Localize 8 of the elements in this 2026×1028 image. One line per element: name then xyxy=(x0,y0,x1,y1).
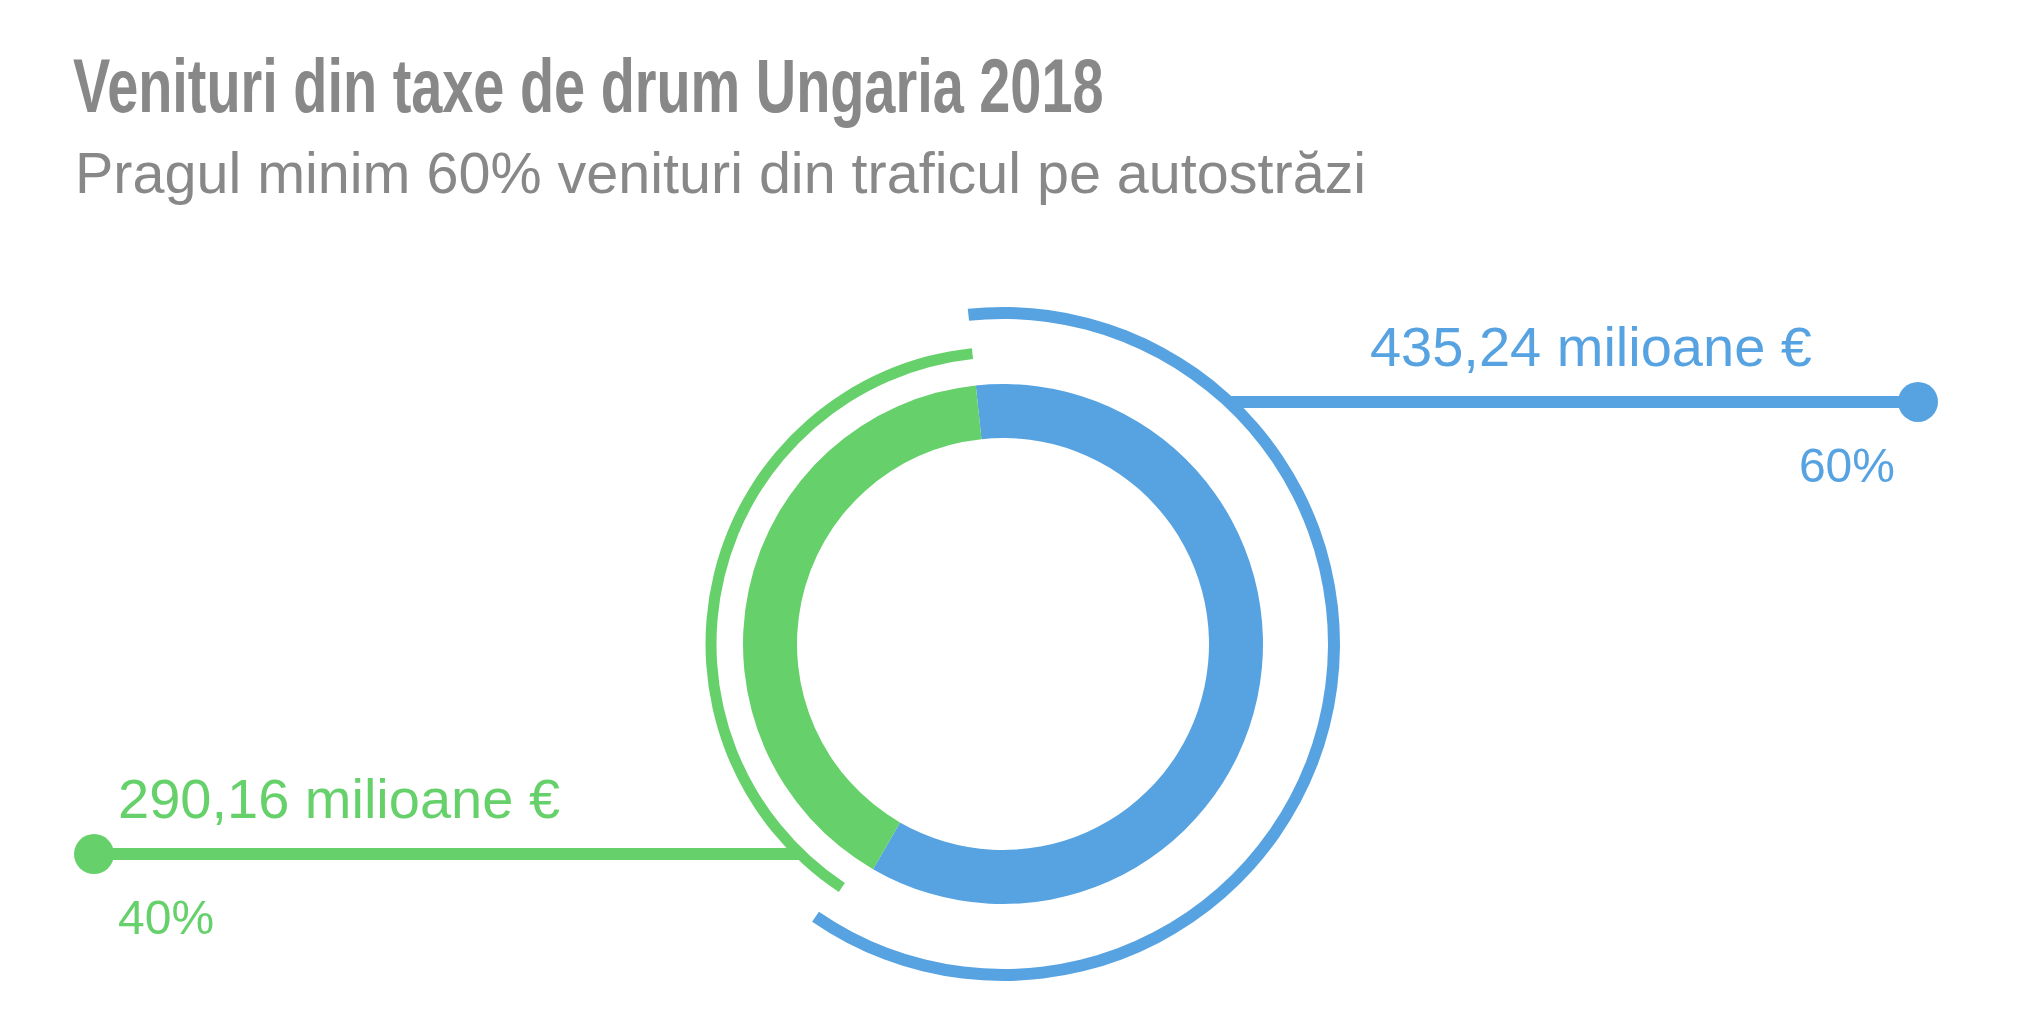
text: 40% xyxy=(118,891,215,945)
data-label: 435,24 milioane € xyxy=(1369,314,1812,378)
donut-slice xyxy=(743,385,982,870)
text: 60% xyxy=(1798,438,1895,492)
chart-title: Venituri din taxe de drum Ungaria 2018 xyxy=(73,43,1104,128)
chart-subtitle: Pragul minim 60% venituri din traficul pe autostrăzi xyxy=(75,141,1367,205)
data-label: 290,16 milioane € xyxy=(118,767,561,831)
donut-slice xyxy=(873,384,1263,904)
